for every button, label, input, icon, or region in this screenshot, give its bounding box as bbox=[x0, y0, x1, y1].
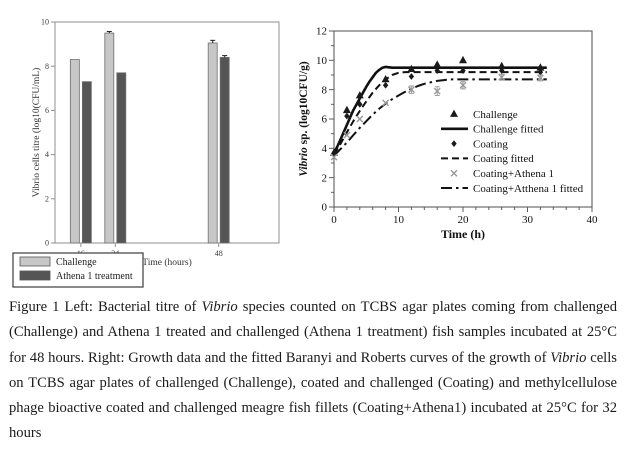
x-tick-label: 0 bbox=[331, 214, 337, 226]
marker-coating bbox=[344, 112, 350, 120]
y-tick-label: 6 bbox=[322, 114, 328, 126]
plot-frame bbox=[54, 21, 280, 244]
x-tick-label: 48 bbox=[215, 249, 223, 258]
y-axis-title: Vibrio cells titre (log10(CFU/mL) bbox=[31, 68, 42, 198]
bar-challenge-48 bbox=[207, 42, 218, 244]
y-tick-label: 2 bbox=[45, 194, 49, 203]
marker-challenge bbox=[355, 91, 364, 99]
bar-athena-1-treatment-48 bbox=[219, 56, 230, 244]
y-tick-label: 6 bbox=[45, 106, 49, 115]
marker-challenge bbox=[433, 60, 442, 68]
legend-label: Coating+Athena 1 bbox=[473, 168, 554, 180]
marker-coating bbox=[499, 67, 505, 74]
y-tick-label: 4 bbox=[322, 143, 328, 155]
legend-swatch bbox=[19, 256, 51, 267]
y-tick-label: 12 bbox=[316, 26, 327, 38]
legend-label: Coating+Atthena 1 fitted bbox=[473, 183, 584, 195]
y-tick-label: 2 bbox=[322, 172, 328, 184]
legend-label: Challenge fitted bbox=[473, 124, 544, 136]
y-tick-label: 8 bbox=[45, 62, 49, 71]
marker-challenge bbox=[407, 64, 416, 73]
y-tick-label: 4 bbox=[45, 150, 49, 159]
curve-coating-fitted bbox=[333, 71, 547, 155]
marker-coating+athena-1 bbox=[382, 99, 390, 107]
marker-coating+athena-1 bbox=[343, 131, 351, 139]
legend-label: Coating fitted bbox=[473, 153, 534, 165]
legend-swatch bbox=[19, 270, 51, 281]
caption-text: cells on TCBS agar plates of challenged … bbox=[9, 349, 617, 442]
figure-caption: Figure 1 Left: Bacterial titre of Vibrio… bbox=[9, 295, 617, 447]
x-axis-title: Time (hours) bbox=[142, 257, 192, 268]
y-tick-label: 8 bbox=[322, 84, 328, 96]
marker-coating bbox=[434, 67, 440, 74]
marker-challenge bbox=[497, 61, 506, 70]
curve-coating+atthena-1-fitted bbox=[333, 78, 547, 157]
caption-text: species counted on TCBS agar plates comi… bbox=[9, 299, 617, 366]
marker-coating+athena-1 bbox=[330, 153, 338, 161]
curve-challenge-fitted bbox=[332, 65, 547, 154]
y-tick-label: 10 bbox=[41, 18, 49, 27]
right-growth-curve-chart: 0 10 20 30 40 0 2 4 6 8 10 12 Challenge Challenge fit… bbox=[298, 26, 599, 241]
marker-coating+athena-1 bbox=[433, 87, 441, 95]
legend-box bbox=[12, 252, 144, 288]
y-tick-label: 0 bbox=[45, 239, 49, 248]
marker-coating bbox=[408, 73, 415, 80]
marker-challenge bbox=[342, 105, 351, 114]
marker-coating bbox=[331, 150, 337, 158]
x-tick-label: 10 bbox=[393, 214, 405, 226]
marker-coating+athena-1 bbox=[498, 73, 506, 81]
marker-challenge bbox=[381, 75, 390, 83]
marker-coating bbox=[382, 81, 389, 89]
bar-challenge-16 bbox=[69, 59, 80, 244]
caption-italic-term: Vibrio bbox=[550, 349, 587, 366]
legend-marker bbox=[451, 140, 457, 147]
x-tick-label: 40 bbox=[587, 214, 599, 226]
legend-label: Coating bbox=[473, 138, 508, 150]
legend-label: Athena 1 treatment bbox=[56, 271, 133, 282]
marker-coating+athena-1 bbox=[536, 74, 544, 82]
legend-label: Challenge bbox=[56, 257, 97, 268]
marker-coating+athena-1 bbox=[407, 86, 415, 94]
x-tick-label: 30 bbox=[522, 214, 534, 226]
x-axis-title: Time (h) bbox=[441, 227, 485, 241]
y-tick-label: 0 bbox=[322, 202, 328, 214]
legend-marker bbox=[450, 169, 458, 177]
y-axis-title: Vibrio sp. (log10CFU/g) bbox=[298, 61, 310, 177]
marker-coating bbox=[460, 67, 466, 74]
legend-marker bbox=[450, 109, 458, 117]
x-tick-label: 20 bbox=[458, 214, 470, 226]
y-tick-label: 10 bbox=[316, 55, 328, 67]
marker-coating bbox=[357, 100, 363, 108]
caption-italic-term: Vibrio bbox=[201, 299, 238, 315]
bar-athena-1-treatment-24 bbox=[116, 72, 127, 244]
left-bar-chart: 0246810162448Time (hours)Vibrio cells ti… bbox=[12, 18, 280, 288]
marker-coating+athena-1 bbox=[356, 115, 364, 123]
marker-coating+athena-1 bbox=[459, 81, 467, 89]
legend-label: Challenge bbox=[473, 109, 518, 121]
bar-challenge-24 bbox=[104, 32, 115, 244]
bar-athena-1-treatment-16 bbox=[81, 81, 92, 244]
caption-text: Figure 1 Left: Bacterial titre of bbox=[9, 299, 202, 315]
marker-challenge bbox=[459, 55, 467, 64]
marker-challenge bbox=[536, 63, 545, 71]
